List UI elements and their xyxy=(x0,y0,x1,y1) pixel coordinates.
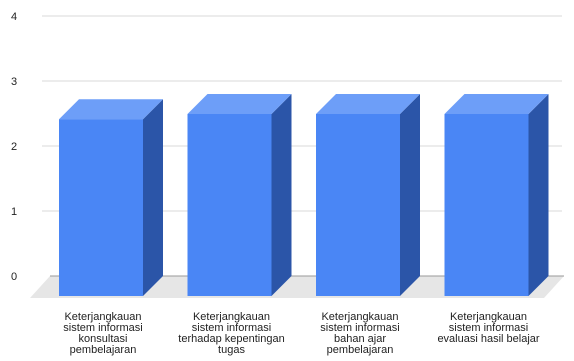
x-category-label-line: Keterjangkauan xyxy=(193,311,270,323)
bar-1 xyxy=(187,94,292,296)
x-category-label-1: Keterjangkauan sistem informasi terhadap k… xyxy=(178,311,284,356)
x-category-label-2: Keterjangkauan sistem informasi bahan ajar… xyxy=(320,311,399,356)
x-category-label-line: sistem informasi xyxy=(449,322,528,334)
bar-front-1 xyxy=(187,114,272,296)
x-category-label-3: Keterjangkauan sistem informasi evaluasi h… xyxy=(437,311,539,345)
x-category-label-line: Keterjangkauan xyxy=(64,311,141,323)
x-category-label-line: sistem informasi xyxy=(320,322,399,334)
bar-side-0 xyxy=(143,99,163,296)
x-category-label-0: Keterjangkauan sistem informasi konsultasi… xyxy=(63,311,142,356)
x-category-label-line: konsultasi xyxy=(79,333,128,345)
bar-top-2 xyxy=(316,94,420,114)
bar-front-3 xyxy=(444,114,529,296)
bar-side-3 xyxy=(528,94,549,296)
bar-2 xyxy=(316,94,420,296)
bar-front-2 xyxy=(316,114,400,296)
bar-top-0 xyxy=(59,99,163,120)
x-category-label-line: bahan ajar xyxy=(334,333,386,345)
x-category-label-line: tugas xyxy=(218,344,245,356)
bar-top-3 xyxy=(444,94,549,114)
bar-0 xyxy=(59,99,163,296)
x-category-label-line: sistem informasi xyxy=(192,322,271,334)
x-category-label-line: pembelajaran xyxy=(70,344,137,356)
y-tick-label-0: 0 xyxy=(11,271,17,283)
chart-floor xyxy=(30,276,564,298)
y-tick-label-4: 4 xyxy=(11,11,17,23)
bars-layer xyxy=(59,94,549,296)
x-category-label-line: sistem informasi xyxy=(63,322,142,334)
y-tick-label-1: 1 xyxy=(11,206,17,218)
x-category-label-line: terhadap kepentingan xyxy=(178,333,284,345)
bar-front-0 xyxy=(59,119,143,296)
bar-top-1 xyxy=(187,94,292,114)
x-category-label-line: evaluasi hasil belajar xyxy=(437,333,539,345)
x-category-label-line: pembelajaran xyxy=(327,344,394,356)
bar-side-1 xyxy=(271,94,292,296)
x-category-label-line: Keterjangkauan xyxy=(321,311,398,323)
bar-3 xyxy=(444,94,549,296)
y-tick-label-2: 2 xyxy=(11,141,17,153)
y-tick-label-3: 3 xyxy=(11,76,17,88)
bar-side-2 xyxy=(400,94,420,296)
x-category-label-line: Keterjangkauan xyxy=(450,311,527,323)
